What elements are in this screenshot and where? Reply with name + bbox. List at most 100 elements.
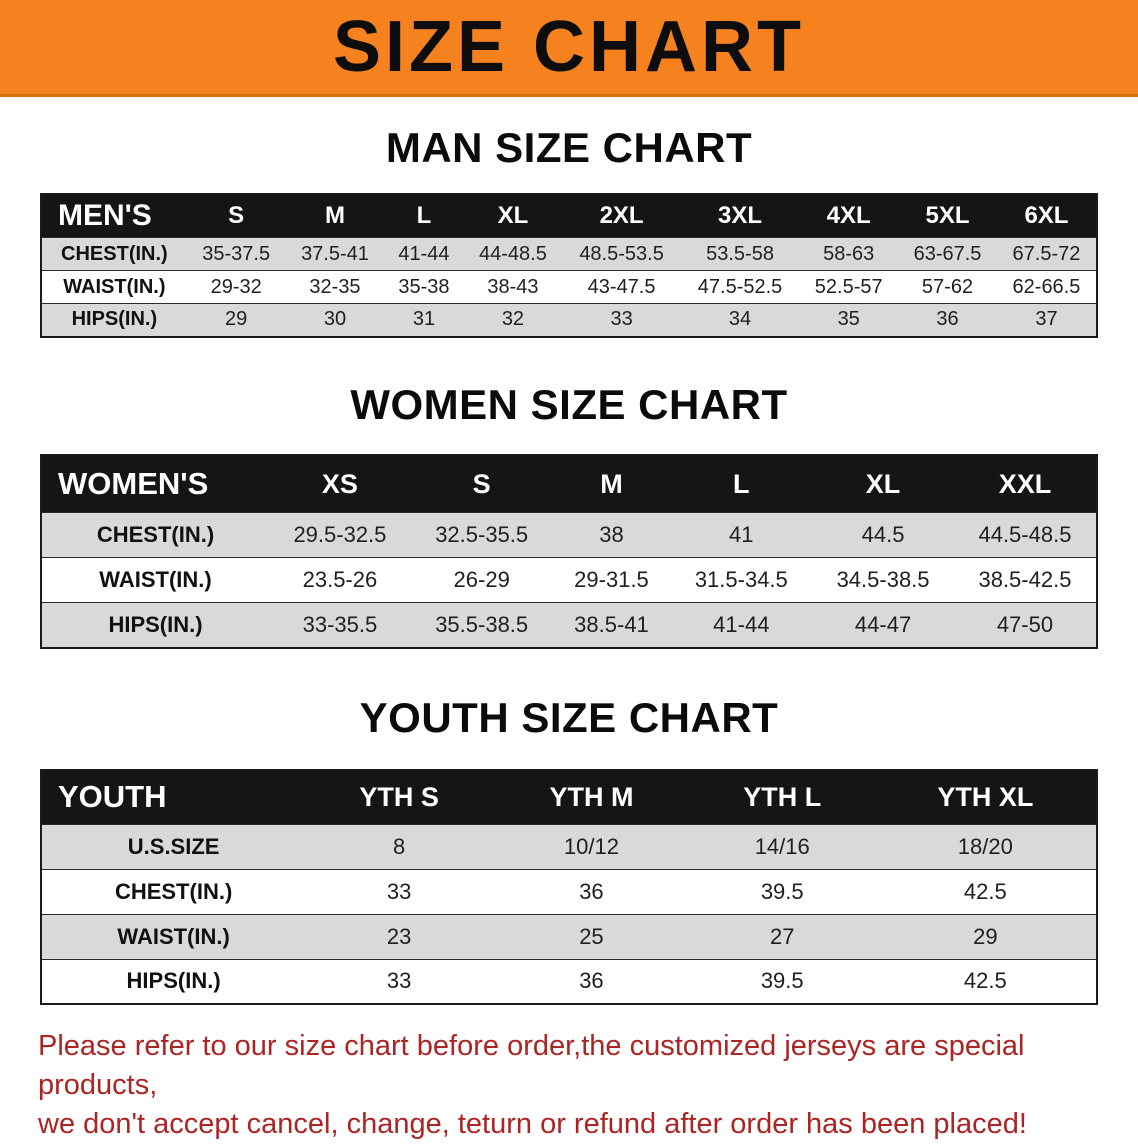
table-row: CHEST(IN.) 35-37.5 37.5-41 41-44 44-48.5 48.5… (41, 237, 1097, 271)
value-cell: 38-43 (487, 275, 539, 298)
women-section-heading: WOMEN SIZE CHART (350, 380, 788, 428)
men-size-table: MEN'S S M L XL 2XL 3XL 4XL 5XL 6XL CHEST(IN.) 35-37… (40, 193, 1098, 338)
value-cell: 27 (769, 923, 795, 949)
value-cell: 37.5-41 (301, 242, 369, 265)
women-size-section: WOMEN SIZE CHART WOMEN'S XS S M L XL XXL CHEST(… (0, 380, 1138, 649)
value-cell: 38 (599, 522, 624, 548)
row-label-cell: CHEST(IN.) (96, 522, 215, 548)
table-header-row: WOMEN'S XS S M L XL XXL (41, 454, 1097, 513)
value-cell: 29 (225, 308, 248, 331)
table-title-cell: WOMEN'S (41, 454, 270, 513)
value-cell: 23 (386, 923, 412, 949)
value-cell: 30 (323, 308, 347, 331)
size-header-cell: S (410, 454, 553, 513)
row-label-cell: WAIST(IN.) (63, 275, 166, 298)
value-cell: 33-35.5 (302, 612, 378, 638)
size-header-cell: YTH L (689, 770, 875, 825)
value-cell: 14/16 (754, 833, 810, 859)
size-header-cell: M (285, 194, 385, 238)
value-cell: 44.5-48.5 (978, 522, 1072, 548)
value-cell: 18/20 (957, 833, 1013, 859)
table-title-cell: MEN'S (41, 194, 187, 238)
table-row: U.S.SIZE 8 10/12 14/16 18/20 (41, 824, 1097, 870)
value-cell: 32-35 (309, 275, 361, 298)
value-cell: 29-32 (210, 275, 262, 298)
value-cell: 33 (386, 968, 412, 994)
table-row: HIPS(IN.) 33-35.5 35.5-38.5 38.5-41 41-44 44-… (41, 602, 1097, 648)
value-cell: 35 (837, 308, 860, 331)
row-label-cell: U.S.SIZE (127, 833, 220, 859)
size-header-cell: L (384, 194, 464, 238)
value-cell: 39.5 (760, 878, 804, 904)
size-header-cell: L (670, 454, 813, 513)
size-header-cell: 3XL (680, 194, 800, 238)
size-header-cell: XL (812, 454, 954, 513)
row-label-cell: WAIST(IN.) (99, 567, 212, 593)
value-cell: 36 (936, 308, 959, 331)
value-cell: 47.5-52.5 (697, 275, 783, 298)
row-label-cell: HIPS(IN.) (126, 968, 221, 994)
value-cell: 38.5-41 (574, 612, 649, 638)
size-header-cell: S (186, 194, 286, 238)
row-label-cell: CHEST(IN.) (114, 878, 233, 904)
value-cell: 44.5 (861, 522, 905, 548)
value-cell: 43-47.5 (587, 275, 656, 298)
value-cell: 41-44 (713, 612, 770, 638)
disclaimer-line-1: Please refer to our size chart before or… (38, 1030, 1025, 1102)
size-header-cell: 2XL (562, 194, 681, 238)
value-cell: 37 (1035, 308, 1058, 331)
value-cell: 62-66.5 (1012, 275, 1081, 298)
value-cell: 63-67.5 (913, 242, 982, 265)
men-size-section: MAN SIZE CHART MEN'S S M L XL 2XL 3XL 4XL 5XL 6XL… (0, 124, 1138, 338)
value-cell: 34.5-38.5 (836, 567, 930, 593)
size-header-cell: XL (463, 194, 563, 238)
value-cell: 44-47 (854, 612, 912, 638)
row-label-cell: HIPS(IN.) (108, 612, 203, 638)
size-header-cell: 5XL (898, 194, 997, 238)
youth-section-heading: YOUTH SIZE CHART (359, 693, 779, 741)
table-row: WAIST(IN.) 23.5-26 26-29 29-31.5 31.5-34.5 34… (41, 557, 1097, 603)
size-header-cell: YTH M (493, 770, 690, 825)
value-cell: 57-62 (921, 275, 974, 298)
table-row: CHEST(IN.) 33 36 39.5 42.5 (41, 869, 1097, 915)
value-cell: 35-38 (398, 275, 450, 298)
disclaimer: Please refer to our size chart before or… (38, 1027, 1100, 1144)
table-header-row: MEN'S S M L XL 2XL 3XL 4XL 5XL 6XL (41, 194, 1097, 238)
row-label-cell: HIPS(IN.) (71, 308, 158, 331)
size-header-cell: YTH S (305, 770, 494, 825)
men-section-heading: MAN SIZE CHART (385, 124, 753, 171)
value-cell: 41 (729, 522, 754, 548)
value-cell: 67.5-72 (1012, 242, 1081, 265)
table-row: WAIST(IN.) 29-32 32-35 35-38 38-43 43-47.5 47.… (41, 270, 1097, 304)
size-header-cell: 4XL (799, 194, 899, 238)
row-label-cell: WAIST(IN.) (117, 923, 230, 949)
value-cell: 58-63 (823, 242, 875, 265)
page-title: SIZE CHART (333, 7, 805, 87)
value-cell: 32 (501, 308, 525, 331)
size-header-cell: XS (269, 454, 411, 513)
value-cell: 31.5-34.5 (694, 567, 788, 593)
value-cell: 44-48.5 (479, 242, 547, 265)
value-cell: 33 (386, 878, 412, 904)
value-cell: 33 (610, 308, 633, 331)
size-header-cell: YTH XL (874, 770, 1097, 825)
value-cell: 10/12 (563, 833, 619, 859)
value-cell: 32.5-35.5 (435, 522, 529, 548)
value-cell: 42.5 (963, 878, 1007, 904)
value-cell: 23.5-26 (302, 567, 378, 593)
youth-size-section: YOUTH SIZE CHART YOUTH YTH S YTH M YTH L YTH… (0, 693, 1138, 1006)
size-header-cell: XXL (953, 454, 1097, 513)
disclaimer-line-2: we don't accept cancel, change, teturn o… (38, 1108, 1027, 1141)
table-row: CHEST(IN.) 29.5-32.5 32.5-35.5 38 41 44.5 44.5… (41, 512, 1097, 558)
value-cell: 29-31.5 (574, 567, 649, 593)
value-cell: 42.5 (963, 968, 1007, 994)
table-row: WAIST(IN.) 23 25 27 29 (41, 914, 1097, 960)
value-cell: 47-50 (996, 612, 1054, 638)
table-row: HIPS(IN.) 33 36 39.5 42.5 (41, 959, 1097, 1005)
value-cell: 35.5-38.5 (435, 612, 529, 638)
value-cell: 31 (412, 308, 436, 331)
value-cell: 52.5-57 (814, 275, 883, 298)
table-title-cell: YOUTH (41, 770, 306, 825)
value-cell: 41-44 (398, 242, 450, 265)
